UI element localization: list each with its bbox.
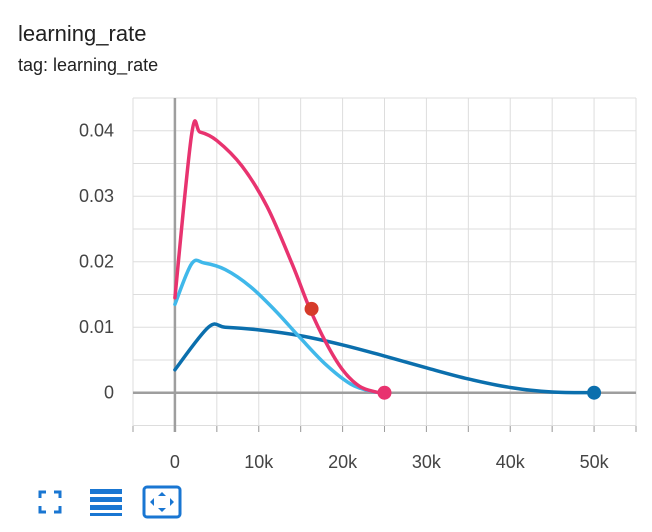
x-tick-label: 30k <box>412 452 442 472</box>
fullscreen-button[interactable] <box>30 484 70 520</box>
chart-tag: tag: learning_rate <box>18 55 159 75</box>
y-tick-label: 0.01 <box>79 317 114 337</box>
fullscreen-icon <box>37 489 63 515</box>
legend-toggle-icon <box>89 487 123 517</box>
markers <box>304 301 602 400</box>
tick-labels: 0 10k 20k 30k 40k 50k 0 0.01 0.02 0.03 0.04 <box>79 121 610 472</box>
chart-toolbar <box>30 484 198 520</box>
series-line-0 <box>173 322 596 395</box>
series-line-2 <box>173 119 387 395</box>
hover-point-marker <box>304 301 319 316</box>
y-tick-label: 0.02 <box>79 252 114 272</box>
legend-toggle-button[interactable] <box>86 484 126 520</box>
series-end-marker-2 <box>377 385 392 400</box>
x-tick-label: 20k <box>328 452 358 472</box>
fit-domain-icon <box>142 485 182 519</box>
line-chart[interactable]: 0 10k 20k 30k 40k 50k 0 0.01 0.02 0.03 0.04 <box>0 0 652 480</box>
fit-domain-button[interactable] <box>142 484 182 520</box>
grid <box>132 97 637 432</box>
x-tick-label: 0 <box>170 452 180 472</box>
x-tick-label: 40k <box>496 452 526 472</box>
series-line-1 <box>173 258 387 395</box>
y-tick-label: 0.03 <box>79 186 114 206</box>
y-tick-label: 0.04 <box>79 121 114 141</box>
series-end-marker-0 <box>587 385 602 400</box>
chart-title: learning_rate <box>18 21 147 46</box>
x-tick-label: 50k <box>580 452 610 472</box>
series <box>173 119 596 395</box>
y-tick-label: 0 <box>104 383 114 403</box>
x-tick-label: 10k <box>244 452 274 472</box>
